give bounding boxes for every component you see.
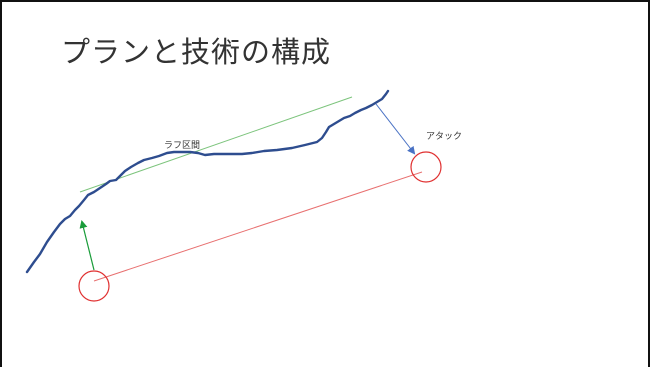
connector-line [93,171,423,282]
attack-arrow [375,103,416,155]
route-line [25,89,390,274]
start-circle [78,270,110,302]
attack-label: アタック [426,131,462,142]
trend-line [79,96,353,193]
slide-title: プランと技術の構成 [61,35,332,69]
rough-section-label: ラフ区間 [164,140,200,151]
start-arrow [79,220,95,271]
attack-circle [410,151,442,183]
